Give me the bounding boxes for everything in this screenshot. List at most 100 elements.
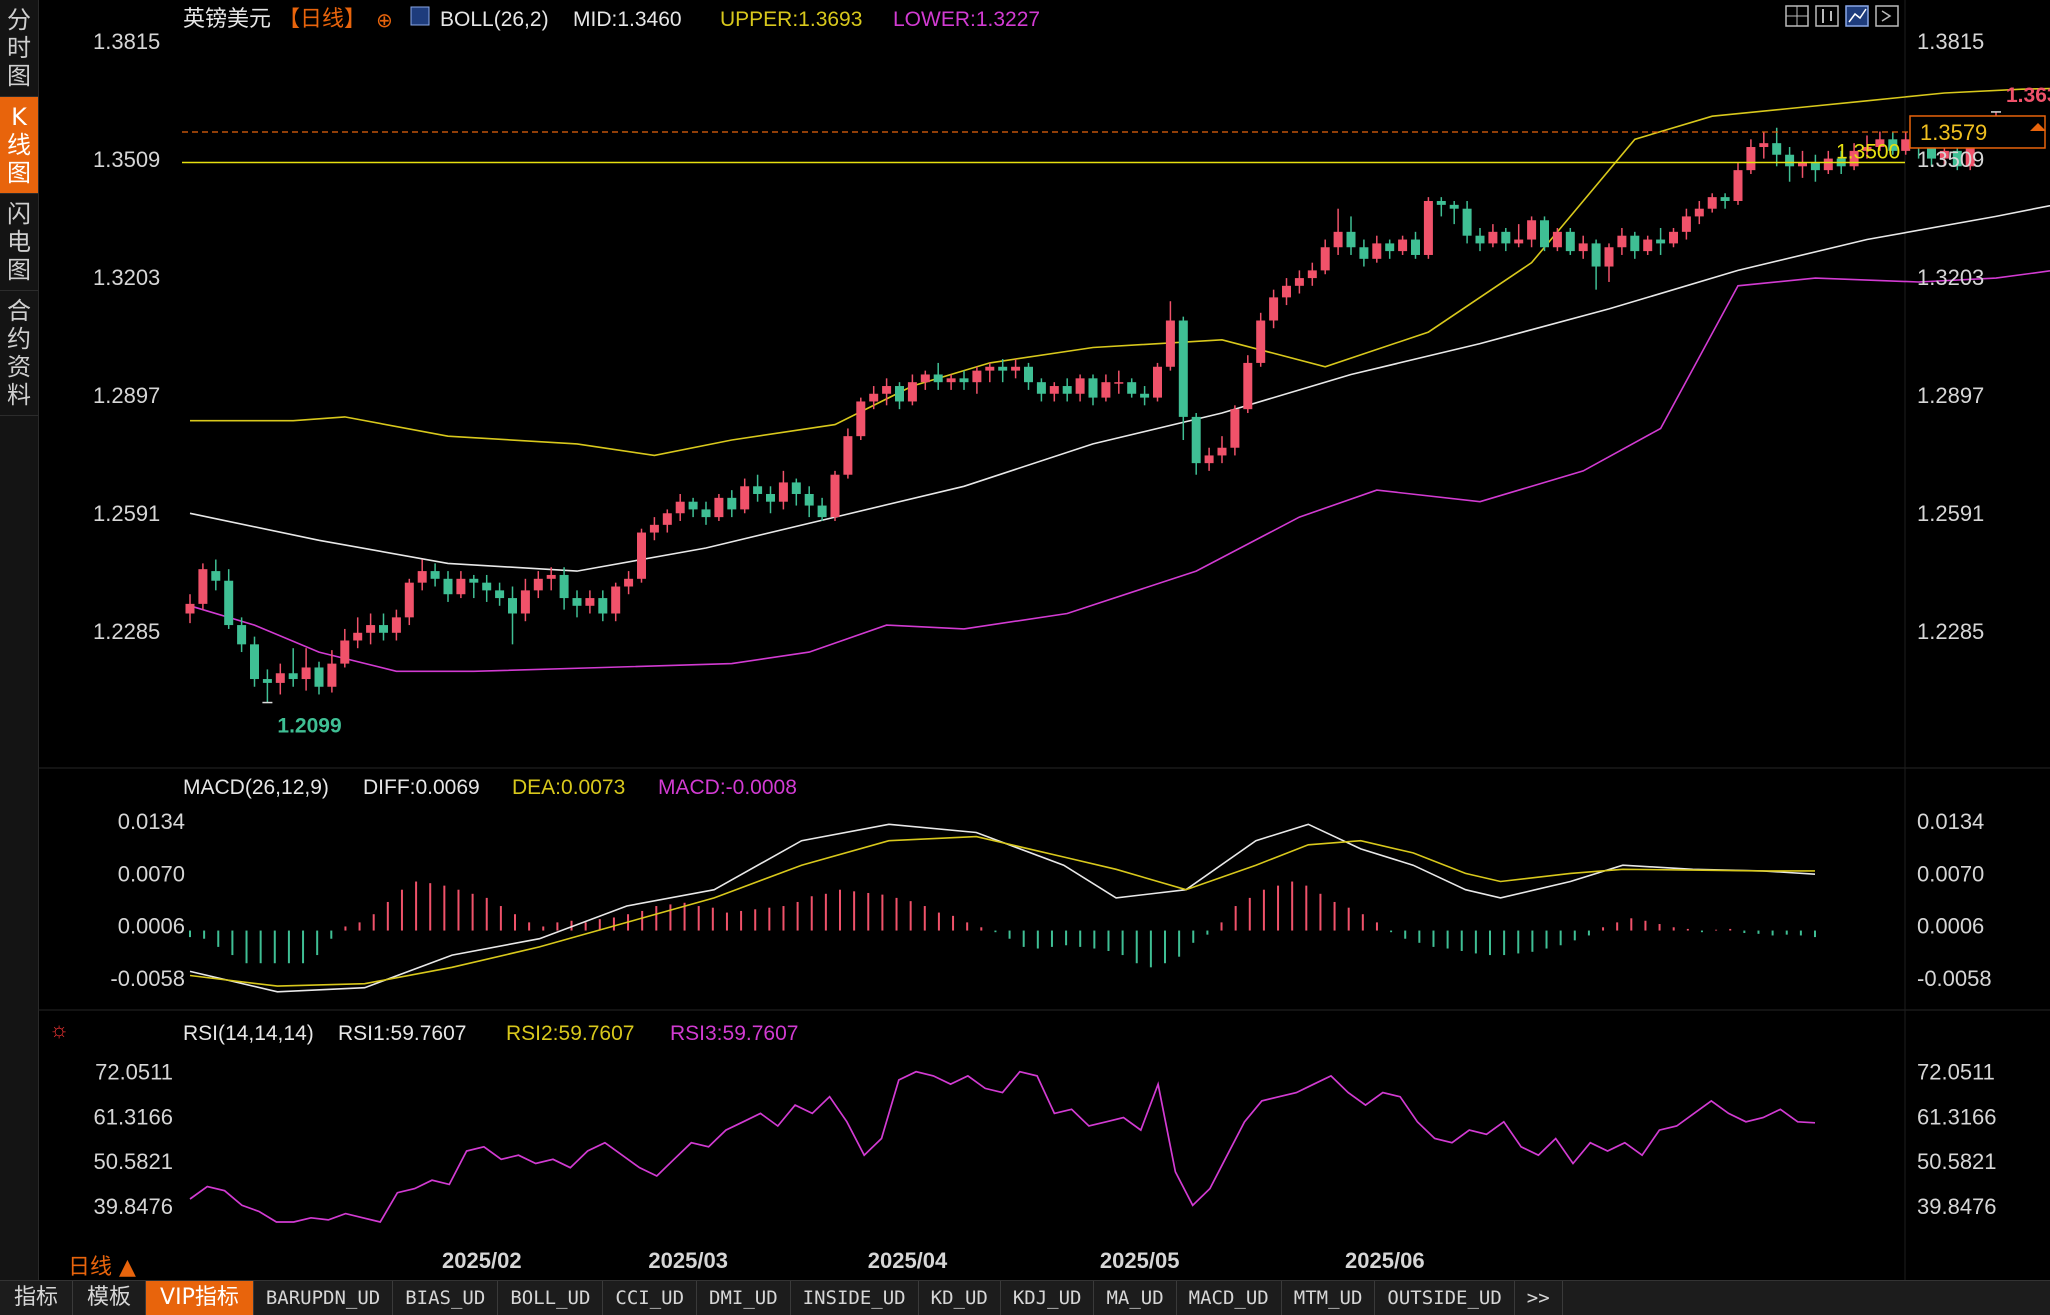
tab-contract-info[interactable]: 合约资料 (0, 291, 38, 416)
candle[interactable] (224, 569, 234, 629)
candle[interactable] (1449, 200, 1459, 225)
candle[interactable] (1385, 239, 1395, 259)
bottom-tab[interactable]: MTM_UD (1282, 1281, 1376, 1315)
candle[interactable] (340, 628, 350, 668)
candle[interactable] (1282, 278, 1291, 306)
candle[interactable] (469, 574, 479, 599)
bottom-tab[interactable]: DMI_UD (697, 1281, 791, 1315)
candle[interactable] (946, 374, 956, 390)
candle[interactable] (920, 370, 930, 390)
candle[interactable] (327, 650, 337, 693)
candle[interactable] (559, 567, 569, 610)
candle[interactable] (288, 648, 298, 687)
bottom-tab[interactable]: MACD_UD (1177, 1281, 1282, 1315)
candle[interactable] (1411, 231, 1420, 259)
candle[interactable] (753, 474, 763, 502)
candle[interactable] (546, 567, 556, 591)
candle[interactable] (1707, 193, 1717, 213)
candle[interactable] (1501, 227, 1511, 252)
candle[interactable] (598, 590, 608, 622)
candle[interactable] (1514, 224, 1524, 248)
candle[interactable] (1849, 143, 1859, 171)
candle[interactable] (649, 517, 659, 541)
candle[interactable] (856, 397, 866, 441)
candle[interactable] (456, 571, 466, 599)
grid-icon[interactable] (1785, 5, 1809, 27)
add-indicator-icon[interactable]: ⊕ (376, 10, 393, 32)
candle[interactable] (391, 609, 401, 641)
candle[interactable] (869, 386, 879, 410)
candle[interactable] (778, 470, 788, 510)
candle[interactable] (688, 497, 698, 518)
candle[interactable] (1810, 154, 1820, 182)
candle[interactable] (1720, 193, 1730, 209)
period-selector[interactable]: 日线 ▲ (68, 1255, 136, 1280)
candle[interactable] (1011, 359, 1021, 379)
candle[interactable] (1346, 216, 1356, 255)
candle[interactable] (1578, 235, 1588, 259)
candle[interactable] (1049, 382, 1059, 402)
bottom-tab[interactable]: VIP指标 (146, 1281, 254, 1315)
candle[interactable] (495, 582, 505, 606)
candle[interactable] (1798, 150, 1807, 178)
candle[interactable] (533, 571, 543, 599)
bottom-tab[interactable]: OUTSIDE_UD (1375, 1281, 1515, 1315)
boll-indicator-icon[interactable] (410, 6, 430, 26)
candle[interactable] (766, 486, 775, 514)
candle[interactable] (443, 571, 453, 602)
candle[interactable] (1024, 362, 1033, 390)
candle[interactable] (882, 378, 892, 406)
bottom-tab[interactable]: BOLL_UD (498, 1281, 604, 1315)
candle-icon[interactable] (1815, 5, 1839, 27)
candle[interactable] (1256, 312, 1266, 367)
candle[interactable] (959, 370, 969, 390)
candle[interactable] (1230, 405, 1240, 456)
tab-timeshare[interactable]: 分时图 (0, 0, 38, 97)
candle[interactable] (1088, 374, 1098, 406)
candle[interactable] (185, 594, 195, 624)
candle[interactable] (1527, 216, 1537, 248)
bottom-tab[interactable]: 指标 (0, 1281, 74, 1315)
candle[interactable] (1294, 270, 1304, 294)
chart-area[interactable]: 英镑美元 【日线】 ⊕ BOLL(26,2) MID:1.3460 UPPER:… (38, 0, 2050, 1280)
candle[interactable] (1475, 227, 1485, 252)
candle[interactable] (275, 663, 285, 695)
candle[interactable] (701, 501, 711, 525)
candle[interactable] (1488, 224, 1498, 248)
candle[interactable] (1062, 378, 1072, 402)
candle[interactable] (1462, 200, 1472, 244)
candle[interactable] (1694, 200, 1704, 225)
candle[interactable] (1656, 227, 1666, 255)
bottom-tab[interactable]: INSIDE_UD (791, 1281, 919, 1315)
candle[interactable] (1888, 131, 1898, 155)
bottom-tab[interactable]: CCI_UD (603, 1281, 698, 1315)
candle[interactable] (1552, 227, 1562, 252)
candle[interactable] (417, 559, 427, 591)
candle[interactable] (482, 574, 492, 602)
candle[interactable] (1333, 208, 1343, 255)
candle[interactable] (1759, 131, 1769, 159)
candle[interactable] (637, 528, 646, 583)
candle[interactable] (1243, 355, 1253, 414)
candle[interactable] (1591, 239, 1601, 290)
candle[interactable] (727, 490, 737, 518)
candle[interactable] (1565, 227, 1575, 255)
bottom-tab[interactable]: MA_UD (1094, 1281, 1177, 1315)
candle[interactable] (1604, 243, 1614, 282)
candle[interactable] (1862, 135, 1872, 159)
candle[interactable] (740, 478, 750, 514)
candle[interactable] (1436, 197, 1446, 217)
candle[interactable] (1630, 231, 1640, 259)
bottom-tab[interactable]: KDJ_UD (1001, 1281, 1095, 1315)
candle[interactable] (1398, 235, 1408, 255)
candle[interactable] (1217, 436, 1227, 464)
export-icon[interactable] (1875, 5, 1899, 27)
candle[interactable] (998, 359, 1008, 383)
candle[interactable] (211, 559, 221, 591)
candle[interactable] (366, 613, 376, 645)
candle[interactable] (817, 497, 827, 521)
candle[interactable] (1269, 289, 1279, 329)
candle[interactable] (1127, 378, 1137, 398)
candle[interactable] (1733, 162, 1743, 205)
settings-sun-icon[interactable]: ☼ (49, 1017, 69, 1042)
